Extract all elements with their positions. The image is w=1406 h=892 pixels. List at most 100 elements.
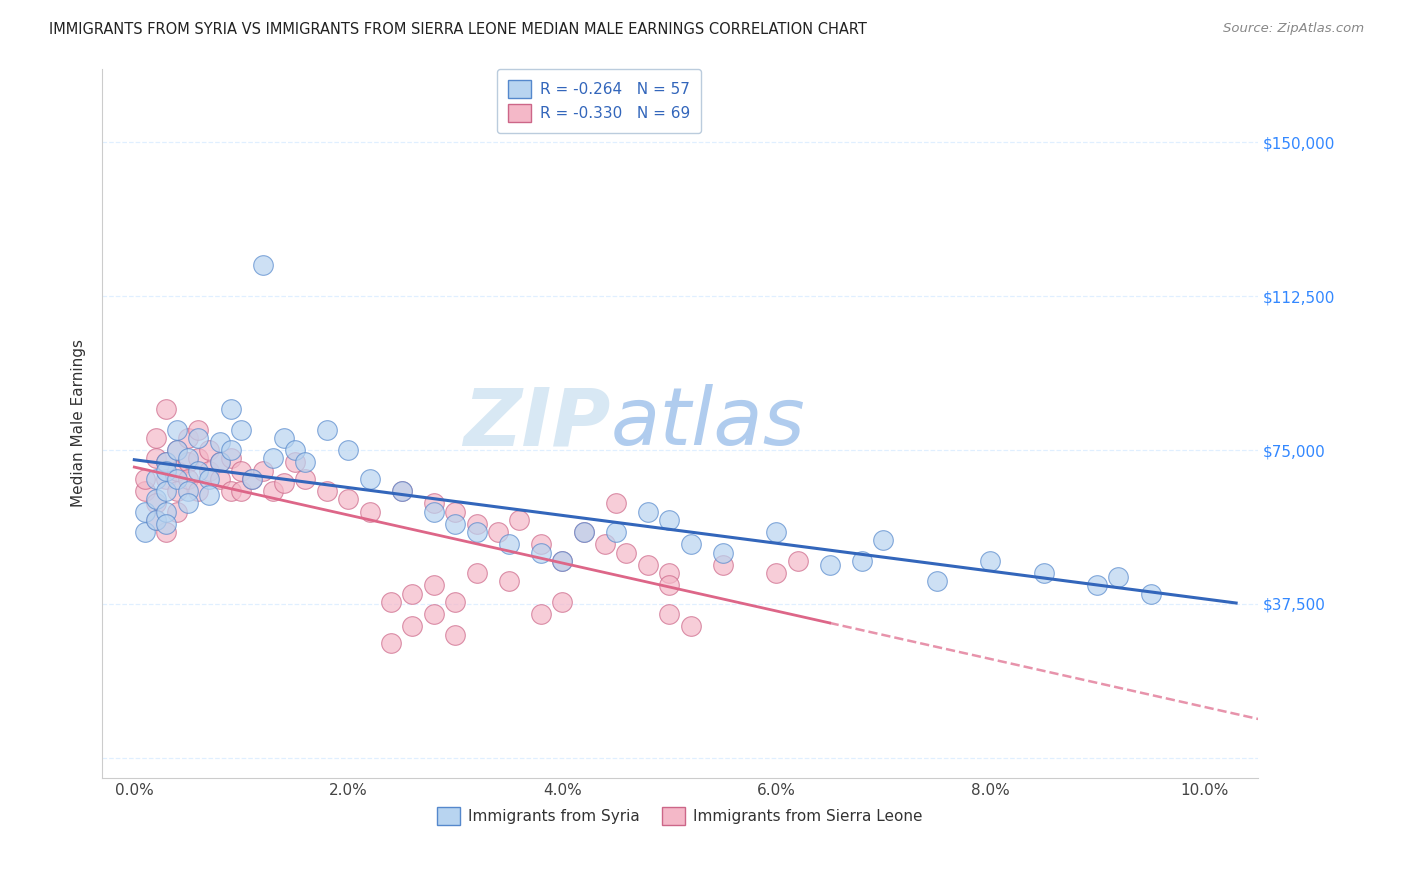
Point xyxy=(208,472,231,486)
Point xyxy=(711,546,734,560)
Point xyxy=(444,627,467,641)
Point xyxy=(145,513,167,527)
Point xyxy=(337,492,360,507)
Point xyxy=(155,472,177,486)
Point xyxy=(572,525,595,540)
Point xyxy=(155,484,177,499)
Point xyxy=(593,537,616,551)
Point xyxy=(134,525,156,540)
Point xyxy=(187,484,209,499)
Point xyxy=(166,443,188,458)
Point xyxy=(551,554,574,568)
Point xyxy=(765,525,787,540)
Point xyxy=(166,484,188,499)
Point xyxy=(979,554,1001,568)
Text: ZIP: ZIP xyxy=(463,384,610,462)
Point xyxy=(231,464,253,478)
Point xyxy=(465,525,488,540)
Point xyxy=(145,472,167,486)
Point xyxy=(134,484,156,499)
Point xyxy=(155,516,177,531)
Point xyxy=(219,484,242,499)
Point xyxy=(177,484,200,499)
Point xyxy=(380,595,402,609)
Point xyxy=(679,537,702,551)
Point xyxy=(231,484,253,499)
Point xyxy=(145,431,167,445)
Point xyxy=(572,525,595,540)
Point xyxy=(315,484,337,499)
Point xyxy=(423,578,446,592)
Point xyxy=(380,636,402,650)
Text: Source: ZipAtlas.com: Source: ZipAtlas.com xyxy=(1223,22,1364,36)
Point xyxy=(605,525,627,540)
Point xyxy=(444,595,467,609)
Point xyxy=(177,496,200,510)
Point xyxy=(177,472,200,486)
Point xyxy=(187,423,209,437)
Point xyxy=(166,505,188,519)
Point xyxy=(145,492,167,507)
Point xyxy=(508,513,530,527)
Point xyxy=(444,516,467,531)
Point xyxy=(134,472,156,486)
Point xyxy=(294,455,316,469)
Y-axis label: Median Male Earnings: Median Male Earnings xyxy=(72,339,86,508)
Point xyxy=(145,451,167,466)
Point xyxy=(423,607,446,621)
Point xyxy=(530,537,553,551)
Text: IMMIGRANTS FROM SYRIA VS IMMIGRANTS FROM SIERRA LEONE MEDIAN MALE EARNINGS CORRE: IMMIGRANTS FROM SYRIA VS IMMIGRANTS FROM… xyxy=(49,22,868,37)
Point xyxy=(198,472,221,486)
Point xyxy=(1085,578,1108,592)
Point xyxy=(262,451,284,466)
Point xyxy=(391,484,413,499)
Point xyxy=(679,619,702,633)
Point xyxy=(208,455,231,469)
Point xyxy=(262,484,284,499)
Point xyxy=(155,455,177,469)
Point xyxy=(187,451,209,466)
Point xyxy=(551,595,574,609)
Point xyxy=(166,443,188,458)
Point xyxy=(818,558,841,572)
Point xyxy=(423,505,446,519)
Point xyxy=(786,554,808,568)
Point xyxy=(145,496,167,510)
Point xyxy=(177,451,200,466)
Point xyxy=(240,472,263,486)
Point xyxy=(616,546,638,560)
Text: atlas: atlas xyxy=(610,384,806,462)
Point xyxy=(177,455,200,469)
Point xyxy=(765,566,787,580)
Point xyxy=(498,537,520,551)
Point xyxy=(166,464,188,478)
Point xyxy=(231,423,253,437)
Point xyxy=(337,443,360,458)
Point xyxy=(252,464,274,478)
Point xyxy=(219,451,242,466)
Point xyxy=(187,431,209,445)
Point xyxy=(208,434,231,449)
Point xyxy=(166,472,188,486)
Point xyxy=(198,443,221,458)
Point xyxy=(284,443,307,458)
Point xyxy=(315,423,337,437)
Point xyxy=(486,525,509,540)
Point xyxy=(134,505,156,519)
Point xyxy=(1107,570,1129,584)
Point xyxy=(177,431,200,445)
Point xyxy=(423,496,446,510)
Point xyxy=(219,443,242,458)
Point xyxy=(294,472,316,486)
Point xyxy=(166,423,188,437)
Point xyxy=(530,546,553,560)
Point xyxy=(851,554,873,568)
Point xyxy=(1032,566,1054,580)
Point xyxy=(465,516,488,531)
Point xyxy=(252,259,274,273)
Point xyxy=(925,574,948,589)
Point xyxy=(155,455,177,469)
Point xyxy=(208,455,231,469)
Point xyxy=(273,431,295,445)
Point xyxy=(444,505,467,519)
